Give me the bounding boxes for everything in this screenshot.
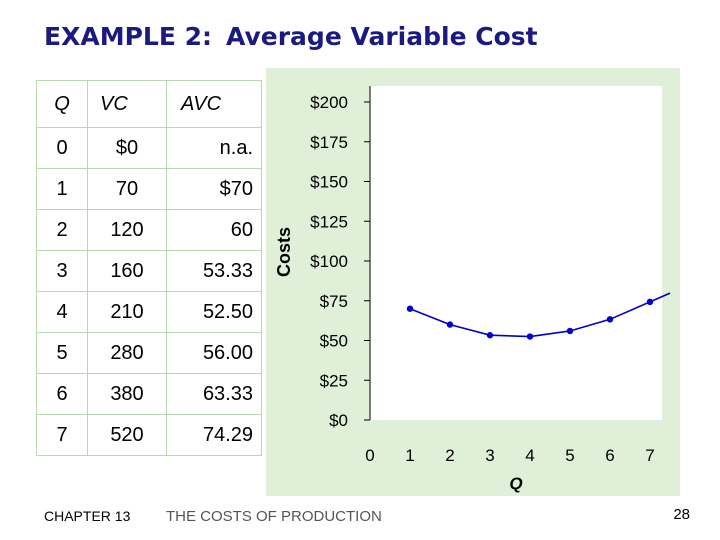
y-tick-label: $200 [310, 93, 348, 112]
table-header-row: Q VC AVC [36, 80, 262, 128]
table-row: 1 70 $70 [36, 168, 262, 210]
data-point [486, 332, 494, 339]
header-q: Q [36, 80, 88, 128]
title-prefix: EXAMPLE 2: [44, 22, 213, 51]
y-tick-label: $150 [310, 173, 348, 192]
y-tick-label: $25 [320, 371, 348, 390]
x-tick-label: 6 [605, 446, 614, 465]
cell-vc: 70 [87, 168, 167, 210]
x-tick-label: 1 [405, 446, 414, 465]
table-row: 4 210 52.50 [36, 291, 262, 333]
cell-q: 3 [36, 250, 88, 292]
cell-avc: 52.50 [166, 291, 262, 333]
x-tick-label: 3 [485, 446, 494, 465]
y-tick-label: $100 [310, 252, 348, 271]
footer-chapter: CHAPTER 13 [44, 508, 131, 524]
cell-avc: $70 [166, 168, 262, 210]
x-axis-title: Q [509, 474, 522, 493]
table-row: 7 520 74.29 [36, 414, 262, 456]
y-tick-label: $125 [310, 212, 348, 231]
cell-vc: 160 [87, 250, 167, 292]
table-row: 2 120 60 [36, 209, 262, 251]
cost-table: Q VC AVC 0 $0 n.a. 1 70 $70 2 120 60 3 160 53.33 4 21… [36, 80, 262, 456]
avc-chart: $0 $25 $50 $75 $100 $125 $150 $175 $200 0 1 2 3 4 5 6 7 Q… [274, 86, 671, 493]
cell-q: 1 [36, 168, 88, 210]
x-tick-label: 7 [645, 446, 654, 465]
cell-avc: 53.33 [166, 250, 262, 292]
data-point [646, 298, 654, 306]
cell-q: 4 [36, 291, 88, 333]
chart-panel: $0 $25 $50 $75 $100 $125 $150 $175 $200 0 1 2 3 4 5 6 7 Q… [266, 68, 680, 496]
table-row: 5 280 56.00 [36, 332, 262, 374]
cell-avc: n.a. [166, 127, 262, 169]
cell-q: 6 [36, 373, 88, 415]
y-tick-label: $0 [329, 411, 348, 430]
cell-q: 7 [36, 414, 88, 456]
cell-avc: 74.29 [166, 414, 262, 456]
data-point [526, 333, 534, 340]
cell-vc: 120 [87, 209, 167, 251]
y-tick-label: $75 [320, 292, 348, 311]
page-number: 28 [673, 506, 690, 523]
y-tick-label: $175 [310, 133, 348, 152]
cell-vc: 520 [87, 414, 167, 456]
data-point [446, 321, 454, 328]
x-tick-label: 4 [525, 446, 534, 465]
cell-vc: 210 [87, 291, 167, 333]
table-row: 0 $0 n.a. [36, 127, 262, 169]
footer-title: THE COSTS OF PRODUCTION [166, 508, 382, 525]
cell-vc: 380 [87, 373, 167, 415]
cell-q: 5 [36, 332, 88, 374]
table-row: 3 160 53.33 [36, 250, 262, 292]
avc-curve [409, 292, 671, 338]
cell-q: 2 [36, 209, 88, 251]
cell-avc: 56.00 [166, 332, 262, 374]
plot-area [370, 86, 662, 420]
x-tick-label: 2 [445, 446, 454, 465]
data-point [606, 316, 614, 323]
y-tick-label: $50 [320, 332, 348, 351]
title-main: Average Variable Cost [226, 22, 538, 51]
header-vc: VC [87, 80, 167, 128]
cell-q: 0 [36, 127, 88, 169]
cell-vc: 280 [87, 332, 167, 374]
slide-title: EXAMPLE 2: Average Variable Cost [44, 22, 538, 51]
x-tick-label: 5 [565, 446, 574, 465]
y-axis-title: Costs [274, 227, 294, 277]
cell-avc: 63.33 [166, 373, 262, 415]
cell-vc: $0 [87, 127, 167, 169]
data-point [566, 327, 574, 335]
cell-avc: 60 [166, 209, 262, 251]
header-avc: AVC [166, 80, 262, 128]
x-tick-label: 0 [365, 446, 374, 465]
table-row: 6 380 63.33 [36, 373, 262, 415]
data-point [406, 305, 414, 312]
